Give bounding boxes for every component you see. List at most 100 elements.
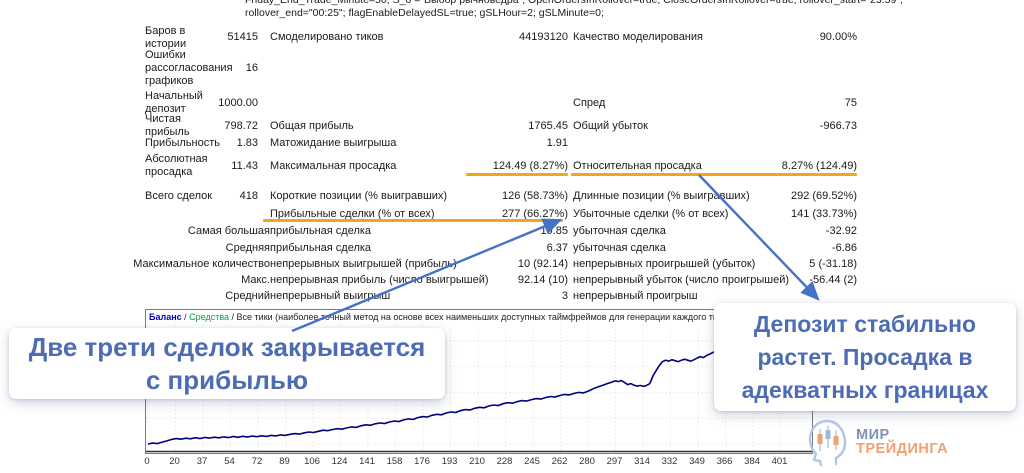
x-tick-label: 141	[359, 456, 375, 467]
table-row: Макс. непрерывная прибыль (число выигрыш…	[0, 272, 1024, 288]
x-axis-labels: 0 20 37 54 72 89 106 124 141 158 176 193 210 228 245 26…	[144, 456, 845, 468]
balance-line	[147, 340, 809, 445]
stat-value: -6.86	[831, 241, 857, 254]
legend-equity-label: Средства	[189, 312, 230, 322]
stat-label: непрерывный выигрыш	[270, 289, 391, 302]
table-row: Максимальное количество непрерывных выиг…	[0, 256, 1024, 272]
stat-label: Короткие позиции (% выигравших)	[270, 190, 448, 202]
callout-right-text: Депозит стабильно растет. Просадка в аде…	[741, 310, 989, 403]
x-tick-label: 384	[744, 456, 760, 467]
stat-label: Смоделировано тиков	[270, 31, 384, 43]
stat-value: 1.83	[236, 137, 258, 149]
table-row: Средняя прибыльная сделка 6.37 убыточная …	[0, 240, 1024, 256]
table-row: Всего сделок 418 Короткие позиции (% выиг…	[0, 187, 1024, 206]
callout-left-text: Две трети сделок закрывается с прибылью	[28, 331, 426, 395]
stat-label: Убыточные сделки (% от всех)	[573, 208, 729, 220]
stat-value: 1000.00	[218, 96, 258, 109]
x-tick-label: 20	[169, 456, 180, 467]
ea-parameters-line1: Friday_End_Trade_Minute=50; S_6 ="Выбор …	[245, 0, 903, 6]
stat-value: 5 (-31.18)	[809, 257, 857, 270]
table-row: Начальный депозит 1000.00 Спред 75	[0, 89, 1024, 117]
stat-label: Матожидание выигрыша	[270, 137, 397, 149]
stat-value: 19.85	[540, 225, 568, 237]
stat-label: Качество моделирования	[573, 31, 703, 43]
stat-label: Макс.	[241, 273, 270, 286]
table-row: Чистая прибыль 798.72 Общая прибыль 1765.4…	[0, 113, 1024, 138]
stat-value: 90.00%	[819, 31, 857, 43]
stat-value: 16	[245, 61, 258, 74]
highlight-underline-relative-drawdown	[571, 173, 857, 176]
stat-value: 92.14 (10)	[517, 273, 568, 286]
x-tick-label: 280	[579, 456, 595, 467]
x-tick-label: 297	[606, 456, 623, 467]
stat-label: Всего сделок	[145, 190, 213, 202]
x-tick-label: 210	[469, 456, 485, 467]
stat-value: 798.72	[224, 119, 258, 132]
x-tick-label: 228	[496, 456, 513, 467]
ea-parameters-line2: rollover_end="00:25"; flagEnableDelayedS…	[245, 7, 604, 19]
stat-label: прибыльная сделка	[270, 241, 372, 254]
stat-value: 1765.45	[528, 119, 568, 132]
stat-label: Баров в истории	[145, 24, 187, 50]
stat-label: Абсолютная просадка	[145, 153, 208, 178]
x-tick-label: 245	[524, 456, 540, 467]
stat-label: Чистая прибыль	[145, 113, 190, 138]
stat-label: Спред	[573, 96, 606, 109]
stat-label: Общий убыток	[573, 119, 648, 132]
callout-deposit-growth: Депозит стабильно растет. Просадка в аде…	[714, 303, 1016, 411]
x-tick-label: 401	[771, 456, 788, 467]
legend-separator: /	[229, 312, 237, 322]
stat-value: 292 (69.52%)	[790, 190, 857, 202]
stat-label: Прибыльность	[145, 137, 220, 149]
highlight-underline-profit-trades	[263, 219, 563, 222]
table-row: Прибыльность 1.83 Матожидание выигрыша 1.9…	[0, 135, 1024, 152]
head-candles-icon	[808, 419, 847, 467]
stat-value: -966.73	[819, 119, 857, 132]
stat-label: Средняя	[225, 241, 270, 254]
stat-label: Прибыльные сделки (% от всех)	[270, 208, 435, 220]
stat-label: Ошибки рассогласования графиков	[145, 48, 233, 87]
stat-label: Относительная просадка	[573, 159, 702, 172]
highlight-underline-max-drawdown	[466, 173, 568, 176]
table-row: Самая большая прибыльная сделка 19.85 убы…	[0, 223, 1024, 240]
x-tick-label: 366	[716, 456, 733, 467]
stat-value: 277 (66.27%)	[501, 208, 568, 220]
logo-line-top: МИР	[856, 427, 890, 443]
report-table: Баров в истории 51415 Смоделировано тиков…	[0, 25, 1024, 304]
stat-label: Максимальное количество	[133, 257, 270, 270]
stat-label: непрерывный проигрыш	[573, 289, 698, 302]
stat-value: 8.27% (124.49)	[781, 159, 857, 172]
x-tick-label: 89	[279, 456, 290, 467]
x-tick-label: 349	[689, 456, 705, 467]
legend-separator: /	[181, 312, 190, 322]
table-row: Ошибки рассогласования графиков 16	[0, 47, 1024, 89]
chart-legend: Баланс / Средства / Все тики (наиболее т…	[146, 310, 812, 325]
chart-description: Все тики (наиболее точный метод на основ…	[236, 312, 769, 322]
stat-value: -56.44 (2)	[809, 273, 857, 286]
stat-label: непрерывных выигрышей (прибыль)	[270, 257, 457, 270]
ea-parameters-text: Friday_End_Trade_Minute=50; S_6 ="Выбор …	[245, 0, 903, 20]
stat-value: 51415	[227, 31, 258, 43]
x-tick-label: 314	[634, 456, 650, 467]
stat-label: Начальный депозит	[145, 90, 203, 115]
stat-value: 10 (92.14)	[517, 257, 568, 270]
x-tick-label: 176	[414, 456, 430, 467]
stat-label: непрерывная прибыль (число выигрышей)	[270, 273, 489, 286]
stat-value: 124.49 (8.27%)	[492, 159, 568, 172]
stat-label: непрерывный убыток (число проигрышей)	[573, 273, 790, 286]
stat-label: убыточная сделка	[573, 241, 666, 254]
x-tick-label: 124	[331, 456, 348, 467]
stat-label: непрерывных проигрышей (убыток)	[573, 257, 756, 270]
x-tick-label: 54	[224, 456, 235, 467]
x-tick-label: 193	[441, 456, 458, 467]
stat-value: 44193120	[519, 31, 568, 43]
table-row: Абсолютная просадка 11.43 Максимальная пр…	[0, 152, 1024, 187]
stat-value: 6.37	[546, 241, 568, 254]
callout-profit-trades: Две трети сделок закрывается с прибылью	[9, 328, 445, 399]
x-tick-label: 72	[251, 456, 263, 467]
table-row: Баров в истории 51415 Смоделировано тиков…	[0, 25, 1024, 50]
stat-value: 126 (58.73%)	[501, 190, 568, 202]
legend-balance-label: Баланс	[149, 312, 182, 322]
stat-label: Длинные позиции (% выигравших)	[573, 190, 750, 202]
